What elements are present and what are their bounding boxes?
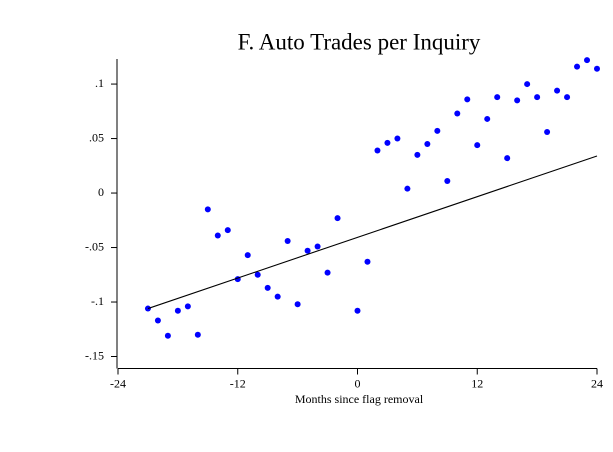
point (564, 94, 571, 101)
point (494, 94, 501, 101)
x-tick-label: 12 (471, 376, 483, 390)
point (354, 307, 361, 314)
point (414, 151, 421, 158)
point (524, 81, 531, 88)
y-tick-label: -.15 (85, 348, 104, 362)
point (174, 307, 181, 314)
point (454, 110, 461, 117)
y-tick-label: .1 (95, 76, 104, 90)
point (284, 237, 291, 244)
point (274, 293, 281, 300)
y-tick-label: 0 (98, 185, 104, 199)
point (264, 284, 271, 291)
point (154, 317, 161, 324)
point (584, 57, 591, 64)
point (374, 147, 381, 154)
point (324, 269, 331, 276)
point (214, 232, 221, 239)
point (224, 227, 231, 234)
point (534, 94, 541, 101)
point (394, 135, 401, 142)
point (594, 65, 600, 72)
point (404, 185, 411, 192)
point (334, 215, 341, 222)
point (554, 87, 561, 94)
point (474, 142, 481, 149)
fit-line (147, 155, 598, 310)
point (184, 303, 191, 310)
point (294, 301, 301, 308)
point (424, 141, 431, 148)
point (194, 331, 201, 338)
point (254, 271, 261, 278)
point (244, 252, 251, 259)
x-tick-label: -24 (110, 376, 126, 390)
x-tick-label: 0 (355, 376, 361, 390)
point (574, 63, 581, 70)
point (434, 127, 441, 134)
point (384, 139, 391, 146)
point (164, 332, 171, 339)
y-tick-label: .05 (89, 130, 104, 144)
x-axis-label: Months since flag removal (295, 392, 424, 406)
point (514, 97, 521, 104)
x-tick-label: -12 (230, 376, 246, 390)
point (204, 206, 211, 213)
y-tick-label: -.05 (85, 239, 104, 253)
x-tick-label: 24 (591, 376, 603, 390)
chart-title: F. Auto Trades per Inquiry (238, 29, 481, 54)
point (504, 155, 511, 162)
point (304, 247, 311, 254)
point (314, 243, 321, 250)
point (464, 96, 471, 103)
point (444, 178, 451, 185)
point (484, 115, 491, 122)
point (364, 258, 371, 265)
y-tick-label: -.1 (91, 294, 104, 308)
point (544, 129, 551, 136)
